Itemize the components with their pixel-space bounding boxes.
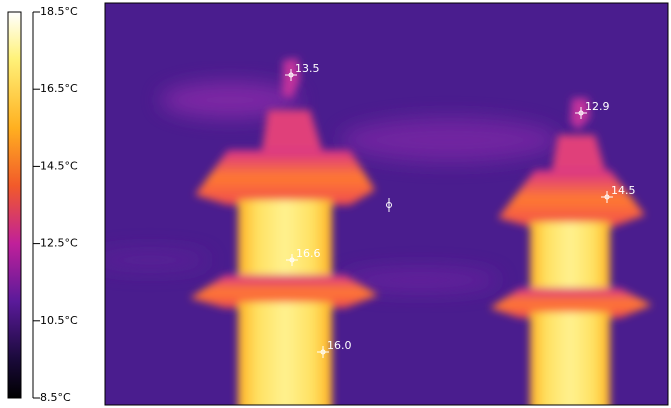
thermal-image bbox=[105, 3, 668, 405]
scale-label: 14.5°C bbox=[40, 159, 78, 172]
spot-marker bbox=[601, 191, 613, 203]
spot-markers: 13.5 12.9 14.5 16.6 16.0 bbox=[285, 62, 636, 358]
spot-marker bbox=[286, 254, 298, 266]
spot-marker bbox=[575, 107, 587, 119]
color-scale-bar bbox=[7, 11, 22, 399]
spot-label: 16.6 bbox=[296, 247, 321, 260]
crosshair-center bbox=[289, 257, 295, 263]
scale-label: 12.5°C bbox=[40, 237, 78, 250]
spot-label: 16.0 bbox=[327, 339, 352, 352]
crosshair-center bbox=[320, 349, 326, 355]
spot-marker bbox=[285, 69, 297, 81]
spot-label: 14.5 bbox=[611, 184, 636, 197]
scale-label: 18.5°C bbox=[40, 5, 78, 18]
image-frame bbox=[104, 2, 669, 406]
scale-label: 16.5°C bbox=[40, 82, 78, 95]
scale-label: 10.5°C bbox=[40, 314, 78, 327]
crosshair-center bbox=[288, 72, 294, 78]
crosshair-center bbox=[578, 110, 584, 116]
spot-label: 13.5 bbox=[295, 62, 320, 75]
spot-label: 12.9 bbox=[585, 100, 610, 113]
spot-marker bbox=[317, 346, 329, 358]
crosshair-center bbox=[604, 194, 610, 200]
unlabeled-spot bbox=[386, 198, 392, 212]
scale-label: 8.5°C bbox=[40, 391, 71, 404]
